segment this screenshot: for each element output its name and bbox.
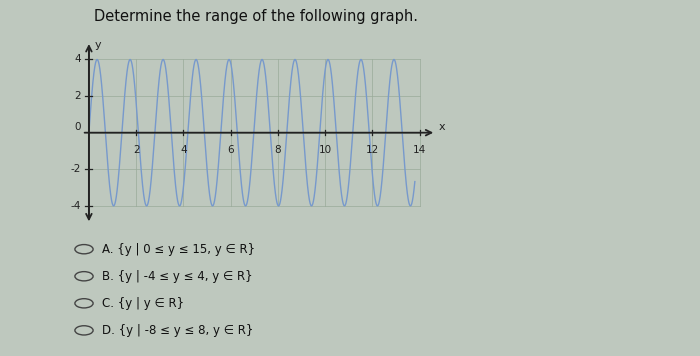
- Text: D. {y | -8 ≤ y ≤ 8, y ∈ R}: D. {y | -8 ≤ y ≤ 8, y ∈ R}: [102, 324, 253, 337]
- Text: 10: 10: [318, 146, 332, 156]
- Text: 0: 0: [74, 122, 81, 132]
- Text: -4: -4: [70, 201, 80, 211]
- Text: 12: 12: [365, 146, 379, 156]
- Text: B. {y | -4 ≤ y ≤ 4, y ∈ R}: B. {y | -4 ≤ y ≤ 4, y ∈ R}: [102, 270, 252, 283]
- Text: A. {y | 0 ≤ y ≤ 15, y ∈ R}: A. {y | 0 ≤ y ≤ 15, y ∈ R}: [102, 243, 255, 256]
- Text: Determine the range of the following graph.: Determine the range of the following gra…: [94, 9, 419, 24]
- Text: 14: 14: [413, 146, 426, 156]
- Text: 4: 4: [74, 54, 81, 64]
- Text: x: x: [438, 122, 445, 132]
- Text: 2: 2: [133, 146, 139, 156]
- Text: -2: -2: [70, 164, 80, 174]
- Text: 4: 4: [180, 146, 187, 156]
- Text: C. {y | y ∈ R}: C. {y | y ∈ R}: [102, 297, 183, 310]
- Text: 6: 6: [228, 146, 234, 156]
- Text: 8: 8: [274, 146, 281, 156]
- Text: 2: 2: [74, 91, 81, 101]
- Text: y: y: [94, 40, 101, 50]
